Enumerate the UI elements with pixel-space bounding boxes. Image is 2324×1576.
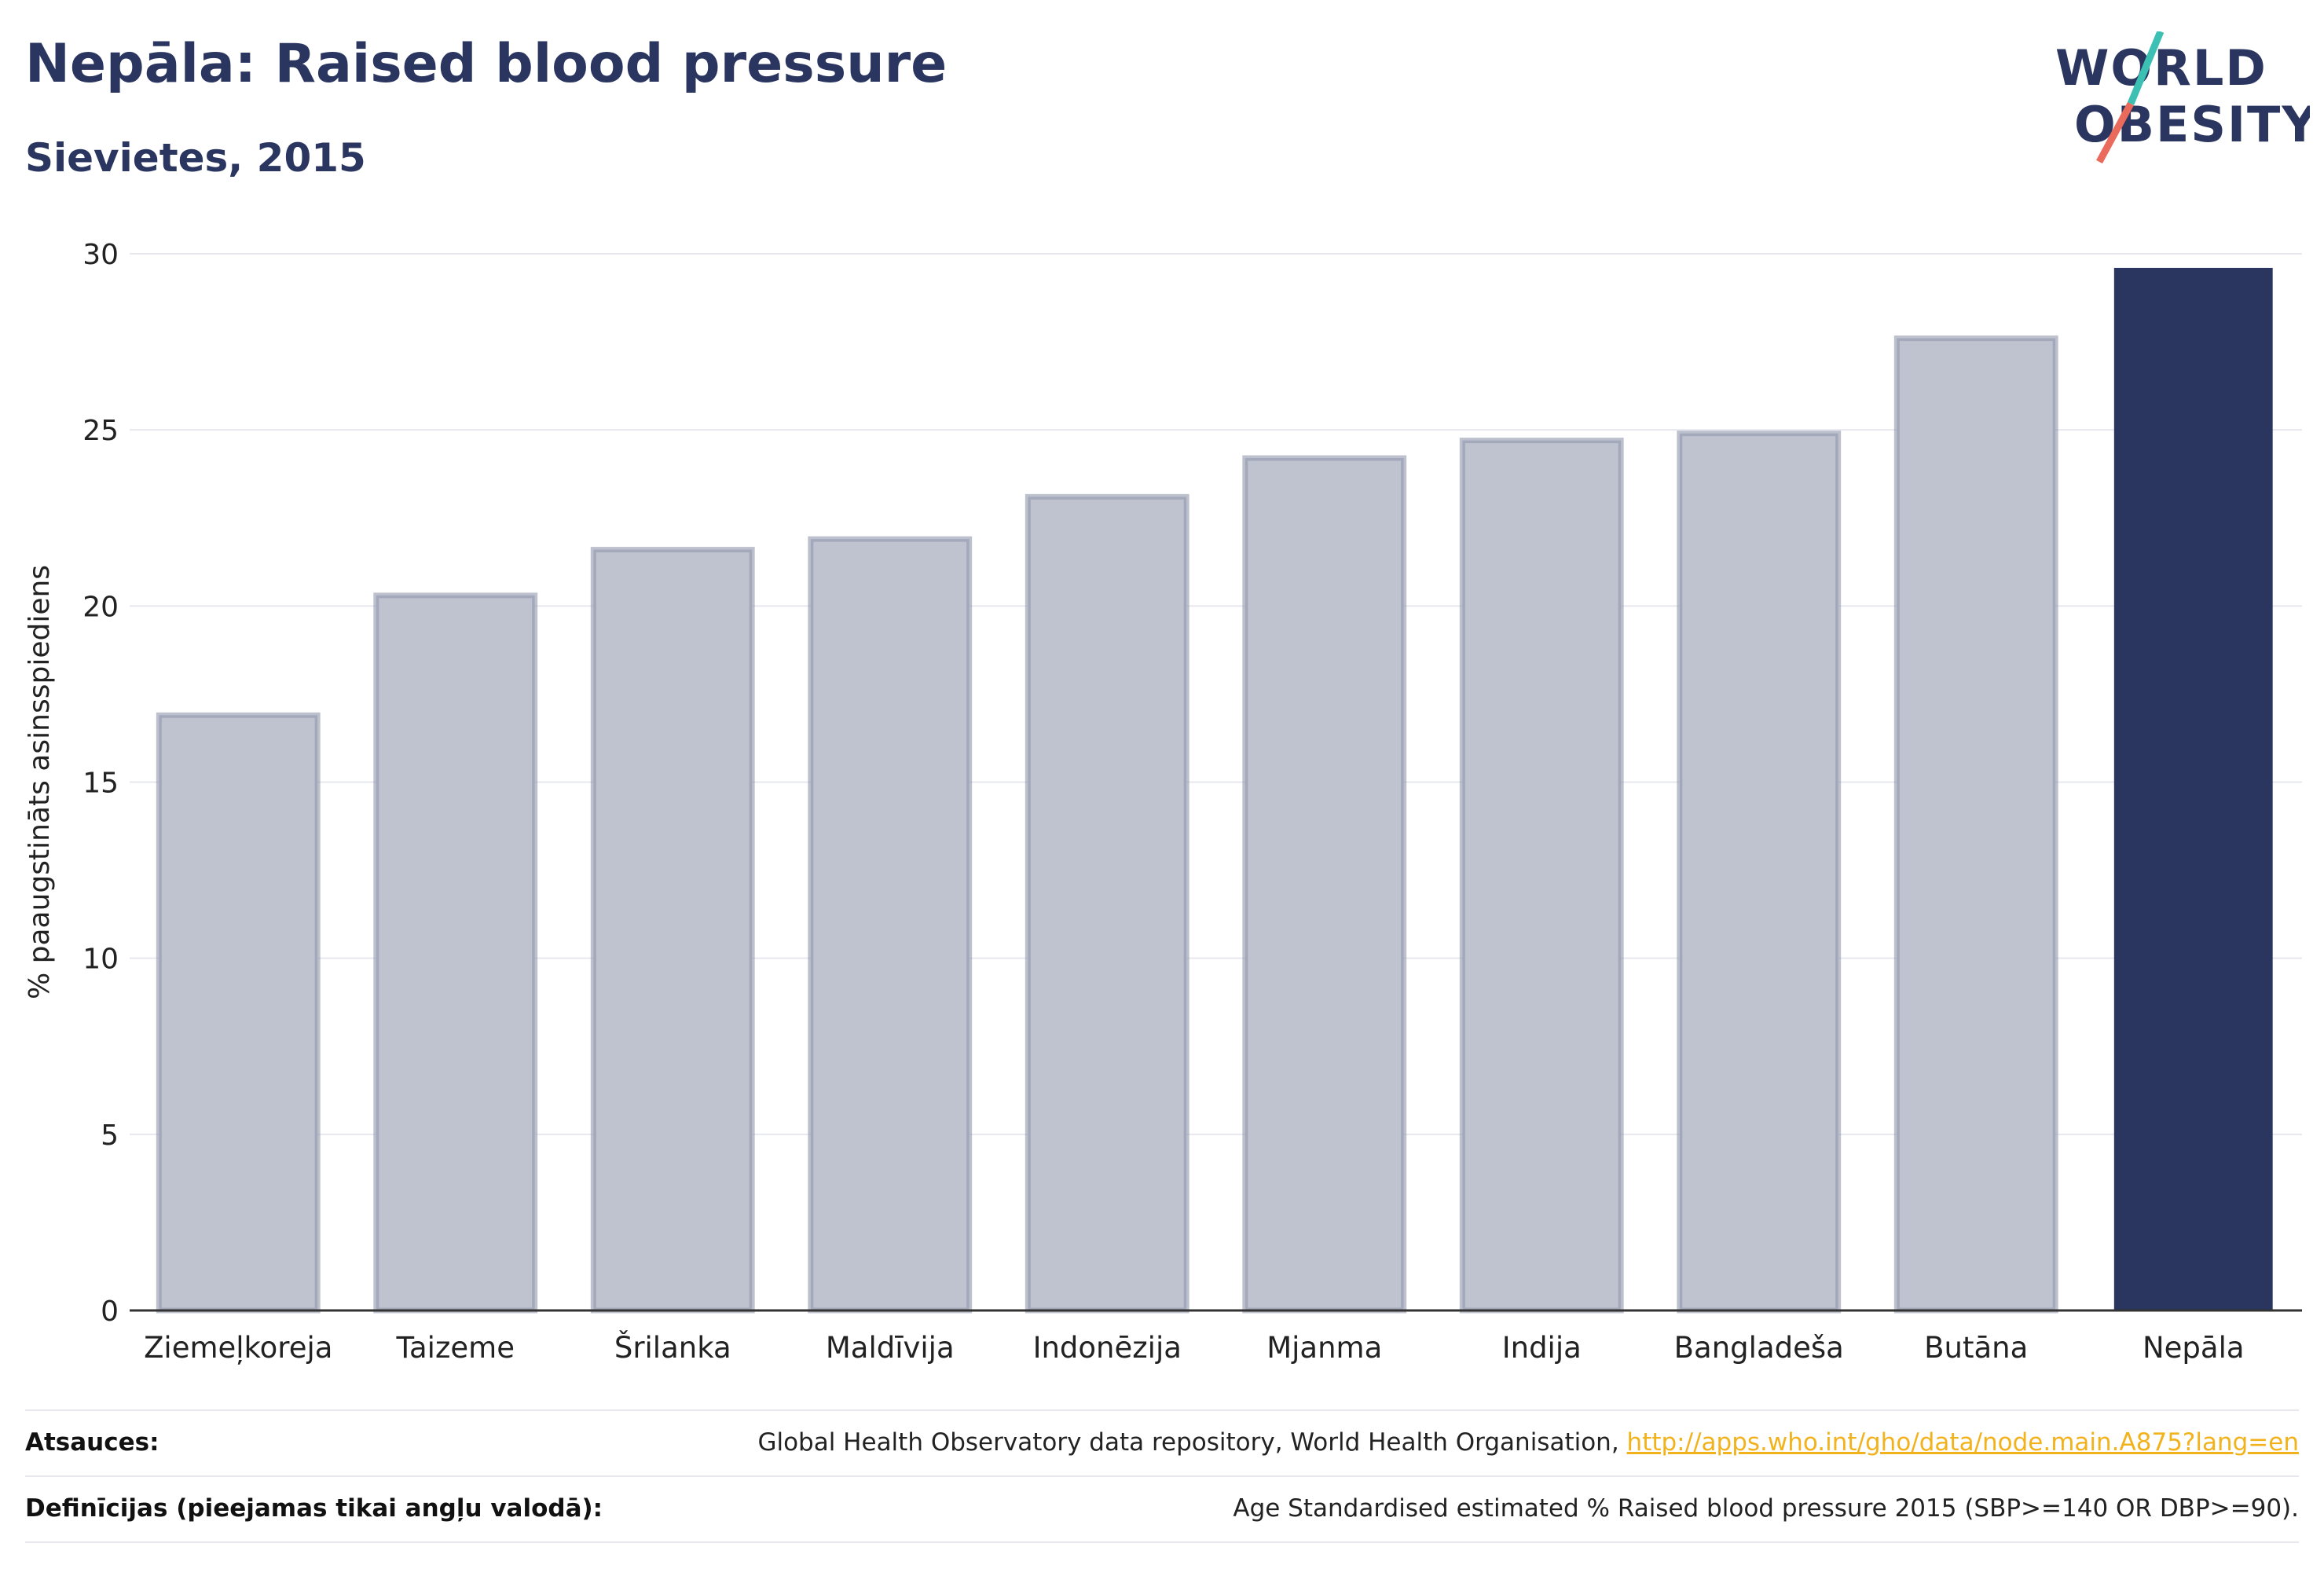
definitions-label: Definīcijas (pieejamas tikai angļu valod… <box>25 1494 603 1523</box>
bar-6 <box>1242 455 1407 1314</box>
x-tick-label: Ziemeļkoreja <box>144 1331 332 1365</box>
sources-label: Atsauces: <box>25 1428 159 1457</box>
sources-value: Global Health Observatory data repositor… <box>757 1428 2299 1457</box>
y-tick-label: 25 <box>82 415 119 447</box>
x-tick-label: Mjanma <box>1266 1331 1382 1365</box>
x-tick-label: Bangladeša <box>1674 1331 1844 1365</box>
logo-line-2: OBESITY <box>2074 96 2310 153</box>
y-tick-label: 15 <box>82 768 119 800</box>
x-tick-label: Maldīvija <box>826 1331 955 1365</box>
bar-1 <box>156 712 321 1314</box>
y-tick-label: 10 <box>82 944 119 976</box>
footer-divider-top <box>25 1409 2299 1411</box>
y-tick-label: 30 <box>82 239 119 271</box>
bar-7 <box>1459 438 1624 1314</box>
world-obesity-logo: WORLD OBESITY <box>2055 31 2310 164</box>
page-subtitle: Sievietes, 2015 <box>25 135 366 181</box>
y-tick-label: 5 <box>101 1120 119 1152</box>
labels-layer: 0 5 10 15 20 25 30 Ziemeļkoreja Taizeme Šrilanka M… <box>82 239 2244 1365</box>
y-tick-label: 0 <box>101 1296 119 1328</box>
logo-line-1: WORLD <box>2055 39 2267 97</box>
bar-8 <box>1677 431 1842 1314</box>
footer-divider-bottom <box>25 1541 2299 1543</box>
bar-10 <box>2113 267 2273 1310</box>
sources-text: Global Health Observatory data repositor… <box>757 1428 1627 1457</box>
logo-slash-bottom <box>2096 101 2134 164</box>
footer-sources-row: Atsauces: Global Health Observatory data… <box>25 1411 2299 1474</box>
bar-9 <box>1893 335 2058 1314</box>
x-tick-label: Taizeme <box>396 1331 515 1365</box>
footer-divider-middle <box>25 1475 2299 1477</box>
y-tick-label: 20 <box>82 591 119 623</box>
bar-3 <box>590 547 755 1314</box>
bar-4 <box>808 536 973 1314</box>
footer-definitions-row: Definīcijas (pieejamas tikai angļu valod… <box>25 1477 2299 1540</box>
x-tick-label: Nepāla <box>2143 1331 2245 1365</box>
bar-2 <box>373 592 538 1314</box>
definitions-value: Age Standardised estimated % Raised bloo… <box>1233 1494 2299 1523</box>
x-tick-label: Šrilanka <box>614 1330 731 1365</box>
bar-chart: 0 5 10 15 20 25 30 Ziemeļkoreja Taizeme Šrilanka M… <box>24 239 2302 1365</box>
x-tick-label: Indija <box>1502 1331 1582 1365</box>
logo-slash-top <box>2127 31 2165 105</box>
page-title: Nepāla: Raised blood pressure <box>25 33 948 95</box>
bar-5 <box>1025 493 1189 1314</box>
x-tick-label: Indonēzija <box>1033 1331 1182 1365</box>
bars-layer <box>156 267 2273 1314</box>
x-tick-label: Butāna <box>1924 1331 2028 1365</box>
y-axis-label: % paaugstināts asinsspiediens <box>24 565 56 999</box>
sources-link[interactable]: http://apps.who.int/gho/data/node.main.A… <box>1626 1428 2299 1457</box>
